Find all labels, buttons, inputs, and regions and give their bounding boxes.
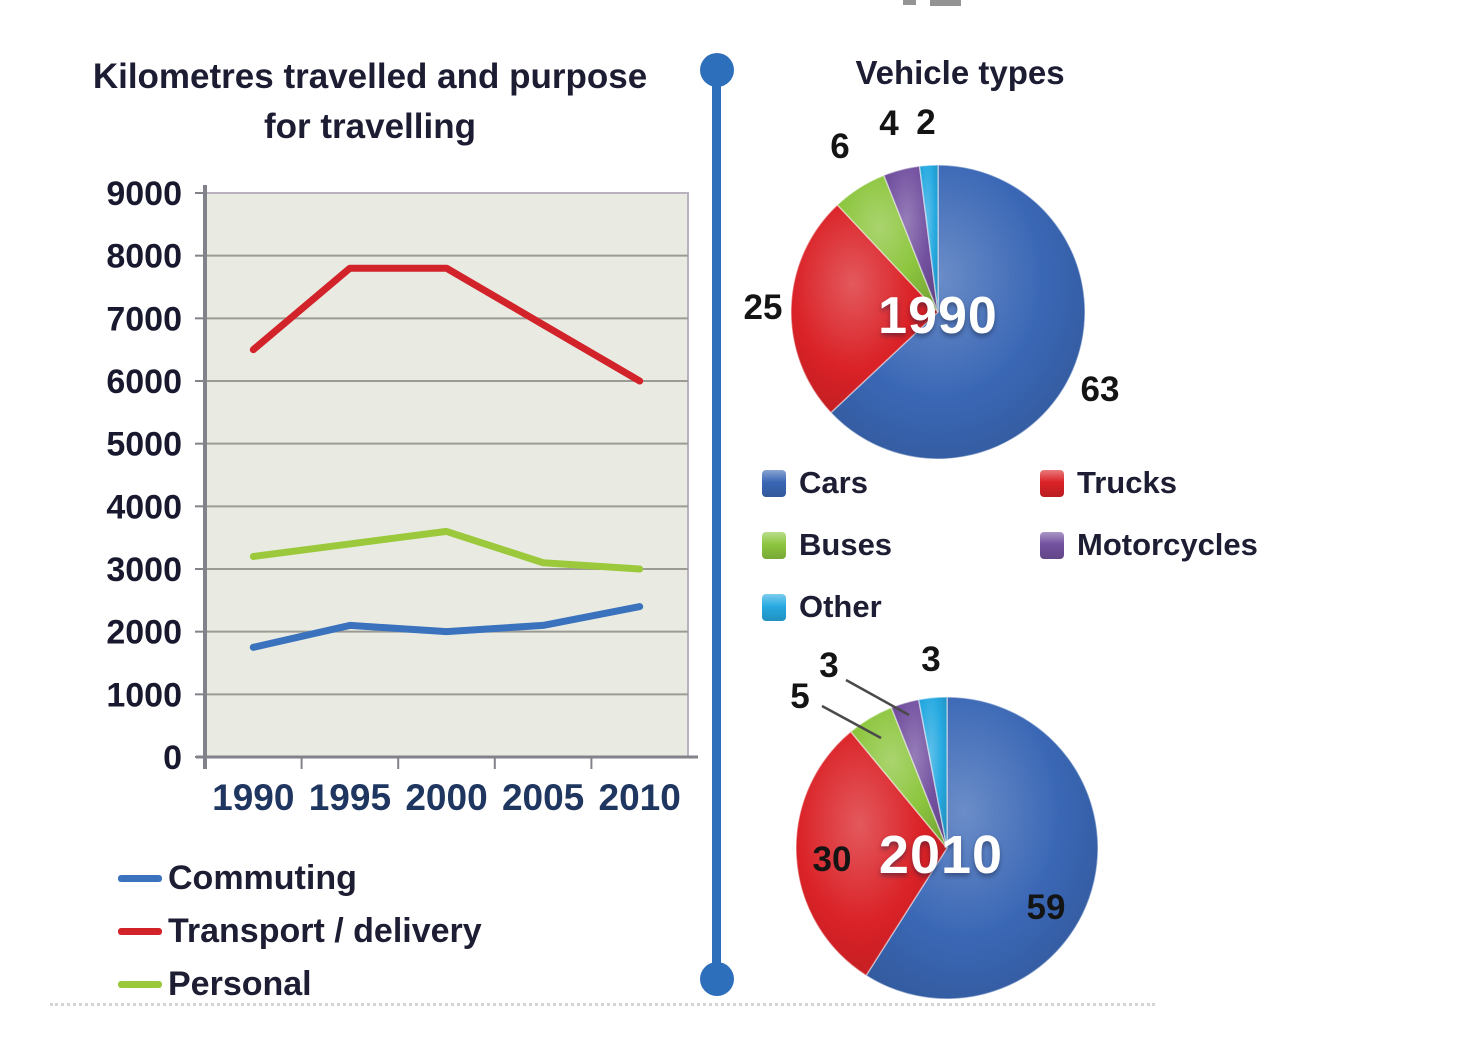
pie-2010-center-year: 2010 [878, 825, 1004, 885]
y-tick-label: 4000 [106, 488, 182, 526]
y-tick-label: 5000 [106, 426, 182, 464]
pie-2010-buses-value: 5 [790, 677, 810, 716]
transport-delivery-line-swatch [118, 928, 162, 935]
line-chart-legend: Commuting Transport / delivery Personal [118, 852, 482, 1011]
pie-1990-buses-value: 6 [830, 127, 850, 166]
legend-label: Other [799, 589, 882, 624]
pie-2010-cars-value: 59 [1026, 888, 1066, 927]
commuting-line-swatch [118, 875, 162, 882]
x-tick-label: 1995 [309, 777, 391, 818]
legend-item-transport-delivery: Transport / delivery [118, 905, 482, 958]
legend-label: Motorcycles [1077, 527, 1258, 562]
y-tick-label: 8000 [106, 238, 182, 276]
y-tick-label: 9000 [106, 175, 182, 213]
series-line-transport-delivery [249, 264, 644, 385]
legend-item-trucks: Trucks [1040, 465, 1177, 501]
pie-1990-motorcycles-value: 4 [879, 104, 899, 143]
other-swatch [762, 593, 786, 621]
x-tick-label: 2010 [599, 777, 681, 818]
pie-slice-other [917, 696, 948, 849]
vertical-divider [712, 70, 721, 979]
pie-1990-trucks-value: 25 [743, 288, 783, 327]
pie-1990-other-value: 2 [916, 103, 936, 142]
cropped-text-artifact [930, 0, 961, 6]
y-tick-label: 3000 [106, 551, 182, 589]
pie-slice-trucks [790, 203, 940, 414]
pie-slice-buses [836, 174, 939, 313]
legend-item-cars: Cars [762, 465, 868, 501]
pie-slice-trucks [795, 730, 948, 977]
x-tick-label: 2000 [405, 777, 487, 818]
personal-line-swatch [118, 981, 162, 988]
bottom-dotted-rule [50, 1003, 1155, 1006]
y-tick-label: 0 [163, 739, 182, 777]
series-line-commuting [249, 603, 644, 651]
pie-2010-trucks-value: 30 [812, 840, 852, 879]
legend-item-other: Other [762, 589, 882, 625]
line-chart-title-line1: Kilometres travelled and purpose [92, 57, 648, 96]
pie-chart-2010 [795, 678, 1099, 1000]
pie-chart-1990 [790, 164, 1086, 460]
motorcycles-swatch [1040, 531, 1064, 559]
legend-item-personal: Personal [118, 958, 482, 1011]
y-tick-label: 6000 [106, 363, 182, 401]
legend-item-buses: Buses [762, 527, 892, 563]
line-chart: 0 1000 2000 3000 4000 5000 6000 7000 8000 9000 199… [106, 175, 698, 818]
y-tick-label: 7000 [106, 300, 182, 338]
pie-slice-buses [849, 706, 948, 849]
legend-label: Commuting [168, 859, 357, 897]
divider-top-dot [700, 53, 734, 87]
legend-label: Personal [168, 965, 312, 1003]
leader-line-motorcycles [845, 678, 910, 717]
x-tick-label: 2005 [502, 777, 584, 818]
leader-line-buses [821, 704, 882, 740]
pie-1990-cars-value: 63 [1080, 370, 1120, 409]
legend-item-motorcycles: Motorcycles [1040, 527, 1258, 563]
y-tick-label: 1000 [106, 676, 182, 714]
cars-swatch [762, 469, 786, 497]
legend-label: Trucks [1077, 465, 1177, 500]
pie-slice-cars [829, 164, 1086, 460]
trucks-swatch [1040, 469, 1064, 497]
divider-bottom-dot [700, 962, 734, 996]
pie-charts-title: Vehicle types [855, 54, 1065, 91]
cropped-text-artifact [903, 0, 916, 5]
series-line-personal [249, 527, 644, 573]
pie-1990-center-year: 1990 [878, 287, 998, 345]
legend-label: Transport / delivery [168, 912, 482, 950]
pie-2010-motorcycles-value: 3 [819, 646, 839, 685]
legend-label: Buses [799, 527, 893, 562]
pie-2010-other-value: 3 [921, 640, 941, 679]
line-chart-title: Kilometres travelled and purpose for tra… [70, 52, 670, 152]
legend-label: Cars [799, 465, 868, 500]
pie-slice-other [918, 164, 939, 313]
y-tick-label: 2000 [106, 614, 182, 652]
x-tick-label: 1990 [212, 777, 294, 818]
pie-slice-motorcycles [882, 165, 939, 313]
pie-slice-motorcycles [890, 698, 948, 849]
pie-slice-cars [865, 696, 1099, 1000]
buses-swatch [762, 531, 786, 559]
plot-area [204, 192, 689, 758]
line-chart-title-line2: for travelling [264, 107, 476, 146]
legend-item-commuting: Commuting [118, 852, 482, 905]
